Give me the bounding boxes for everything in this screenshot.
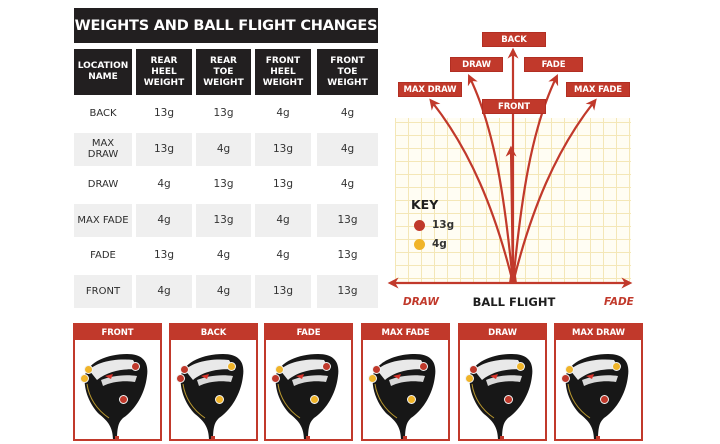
light-weight-dot-icon [414, 238, 425, 250]
cell-front-heel: 4g [276, 107, 290, 119]
cell-location-name: FADE [90, 250, 116, 261]
cell-rear-toe: 13g [213, 107, 234, 119]
driver-head-icon [180, 354, 244, 439]
header-rear-toe-weight: REAR TOE WEIGHT [196, 49, 251, 95]
rear-heel-weight-dot-icon [561, 374, 570, 383]
front-heel-weight-dot-icon [600, 395, 609, 404]
axis-title-ball-flight: BALL FLIGHT [472, 295, 556, 309]
rear-toe-weight-dot-icon [275, 365, 284, 374]
cell-rear-toe: 4g [196, 132, 251, 166]
key-item-4g: 4g [414, 238, 447, 250]
front-heel-weight-dot-icon [504, 395, 513, 404]
heavy-weight-dot-icon [414, 219, 425, 231]
axis-label-fade: FADE [604, 296, 634, 308]
header-front-toe-weight: FRONT TOE WEIGHT [317, 49, 378, 95]
cell-location-name: FRONT [74, 274, 132, 308]
driver-card: BACK [169, 323, 258, 441]
cell-front-toe: 4g [317, 132, 378, 166]
driver-card-title: FADE [266, 325, 351, 340]
header-location-name: LOCATION NAME [74, 49, 132, 95]
cell-rear-heel: 13g [153, 107, 175, 119]
front-heel-weight-dot-icon [215, 395, 224, 404]
flight-label-front: FRONT [482, 99, 546, 114]
cell-location-name: MAX DRAW [74, 132, 132, 166]
front-toe-weight-dot-icon [227, 362, 236, 371]
front-toe-weight-dot-icon [612, 362, 621, 371]
flight-label-back: BACK [482, 32, 546, 47]
cell-front-toe: 13g [337, 249, 358, 261]
cell-location-name: DRAW [87, 179, 119, 190]
rear-toe-weight-dot-icon [180, 365, 189, 374]
front-toe-weight-dot-icon [131, 362, 140, 371]
cell-rear-toe: 4g [216, 249, 231, 261]
table-title: WEIGHTS AND BALL FLIGHT CHANGES [74, 8, 378, 43]
driver-card: FRONT [73, 323, 162, 441]
cell-front-toe: 13g [317, 203, 378, 237]
cell-front-heel: 4g [255, 203, 311, 237]
driver-card: MAX DRAW [554, 323, 643, 441]
flight-label-fade: FADE [524, 57, 583, 72]
cell-rear-toe: 13g [213, 178, 234, 190]
driver-card-title: DRAW [460, 325, 545, 340]
key-label-4g: 4g [432, 238, 447, 250]
cell-location-name: MAX FADE [74, 203, 132, 237]
key-label-13g: 13g [432, 219, 455, 231]
flight-label-max-fade: MAX FADE [566, 82, 630, 97]
cell-front-heel: 13g [255, 132, 311, 166]
axis-label-draw: DRAW [403, 296, 439, 308]
key-title: KEY [411, 197, 439, 212]
driver-head-icon [565, 354, 629, 439]
rear-toe-weight-dot-icon [372, 365, 381, 374]
header-front-heel-weight: FRONT HEEL WEIGHT [255, 49, 311, 95]
rear-toe-weight-dot-icon [84, 365, 93, 374]
driver-card-title: BACK [171, 325, 256, 340]
cell-front-heel: 13g [272, 178, 294, 190]
driver-head-icon [469, 354, 533, 439]
cell-rear-heel: 13g [153, 249, 175, 261]
driver-card: MAX FADE [361, 323, 450, 441]
front-heel-weight-dot-icon [119, 395, 128, 404]
flight-label-max-draw: MAX DRAW [398, 82, 462, 97]
driver-card: DRAW [458, 323, 547, 441]
driver-card: FADE [264, 323, 353, 441]
driver-head-icon [84, 354, 148, 439]
rear-toe-weight-dot-icon [469, 365, 478, 374]
driver-card-title: MAX FADE [363, 325, 448, 340]
cell-front-toe: 13g [317, 274, 378, 308]
cell-front-toe: 4g [340, 178, 355, 190]
header-rear-heel-weight: REAR HEEL WEIGHT [136, 49, 192, 95]
cell-front-heel: 4g [276, 249, 290, 261]
front-toe-weight-dot-icon [516, 362, 525, 371]
flight-label-draw: DRAW [450, 57, 503, 72]
driver-card-title: MAX DRAW [556, 325, 641, 340]
rear-heel-weight-dot-icon [368, 374, 377, 383]
rear-heel-weight-dot-icon [176, 374, 185, 383]
cell-front-heel: 13g [255, 274, 311, 308]
rear-heel-weight-dot-icon [465, 374, 474, 383]
driver-card-title: FRONT [75, 325, 160, 340]
rear-heel-weight-dot-icon [271, 374, 280, 383]
cell-rear-heel: 4g [136, 203, 192, 237]
driver-head-icon [372, 354, 436, 439]
cell-rear-heel: 13g [136, 132, 192, 166]
driver-head-icon [275, 354, 339, 439]
cell-rear-heel: 4g [136, 274, 192, 308]
front-toe-weight-dot-icon [419, 362, 428, 371]
cell-front-toe: 4g [340, 107, 355, 119]
cell-rear-toe: 4g [196, 274, 251, 308]
front-heel-weight-dot-icon [310, 395, 319, 404]
rear-toe-weight-dot-icon [565, 365, 574, 374]
cell-rear-heel: 4g [157, 178, 171, 190]
cell-rear-toe: 13g [196, 203, 251, 237]
key-item-13g: 13g [414, 219, 454, 231]
front-toe-weight-dot-icon [322, 362, 331, 371]
rear-heel-weight-dot-icon [80, 374, 89, 383]
front-heel-weight-dot-icon [407, 395, 416, 404]
ball-flight-arrows [387, 47, 633, 289]
cell-location-name: BACK [89, 108, 117, 119]
